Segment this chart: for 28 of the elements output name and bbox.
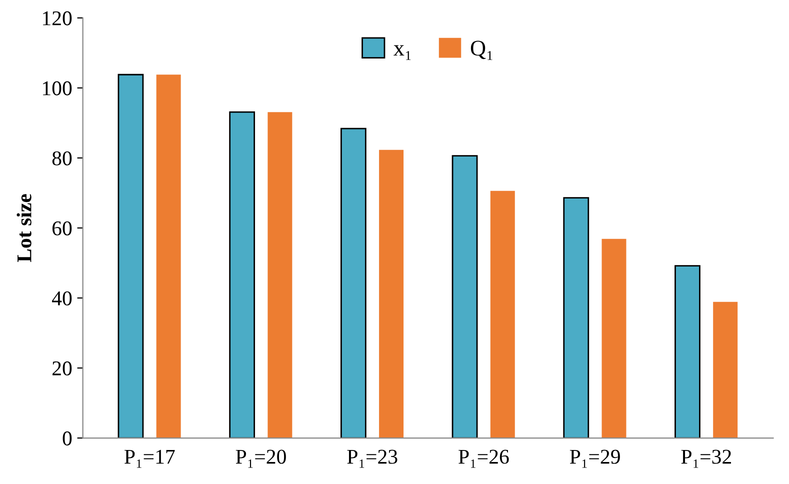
x-tick-label: P₁=29	[570, 450, 620, 468]
x-tick-label: P₁=32	[681, 450, 731, 468]
bar	[268, 112, 292, 438]
x-tick-label: P₁=26	[458, 450, 509, 468]
y-tick-label: 100	[43, 81, 72, 96]
y-tick-label: 40	[52, 291, 72, 306]
x-tick-label: P₁=23	[347, 450, 398, 468]
bar	[118, 74, 144, 438]
y-tick-label: 120	[43, 11, 72, 26]
x-tick-label: P₁=17	[124, 450, 175, 468]
bar	[674, 265, 700, 438]
x-tick-label: P₁=20	[236, 450, 286, 468]
y-tick-label: 0	[62, 431, 72, 446]
legend-label: x₁	[394, 45, 411, 60]
y-tick-label: 80	[52, 151, 72, 166]
y-axis-title: Lot size	[16, 194, 32, 262]
legend-label: Q₁	[470, 40, 492, 60]
bar	[379, 150, 404, 438]
bar	[156, 74, 181, 438]
bar	[713, 302, 738, 438]
y-tick-label: 20	[52, 361, 72, 376]
bar	[490, 190, 515, 438]
y-tick-label: 60	[52, 221, 72, 236]
bar	[340, 128, 366, 438]
bar	[563, 197, 590, 438]
bar	[452, 155, 478, 438]
bar	[602, 238, 626, 438]
bar	[229, 111, 256, 438]
